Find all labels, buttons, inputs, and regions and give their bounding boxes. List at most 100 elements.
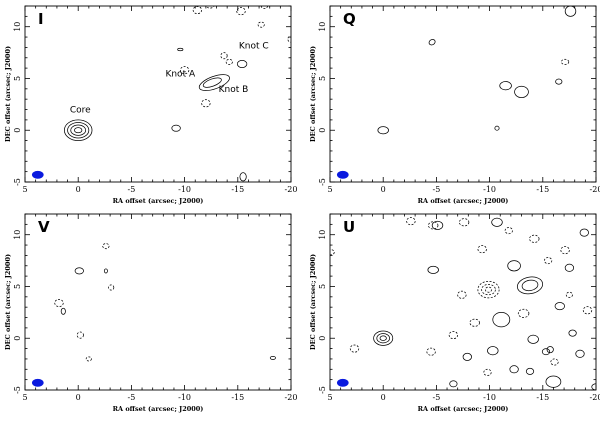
- negative-contour: [201, 99, 211, 108]
- negative-contour: [179, 66, 190, 75]
- positive-contour: [509, 365, 519, 374]
- negative-contour: [483, 368, 492, 376]
- positive-contour: [516, 276, 544, 295]
- x-tick-label: 0: [381, 393, 386, 402]
- positive-contour: [507, 260, 521, 272]
- positive-contour: [491, 217, 503, 227]
- positive-contour: [521, 279, 539, 292]
- negative-contour: [561, 58, 570, 65]
- negative-contour: [54, 299, 64, 307]
- positive-contour: [487, 346, 499, 356]
- x-tick-label: 0: [76, 393, 81, 402]
- x-tick-label: 5: [327, 393, 332, 402]
- positive-contour: [431, 220, 444, 230]
- negative-contour: [457, 290, 467, 299]
- x-tick-label: -10: [483, 185, 496, 194]
- feature-annotation: Core: [70, 106, 91, 116]
- negative-contour: [458, 218, 470, 227]
- y-tick-label: 5: [13, 284, 22, 289]
- negative-contour: [308, 0, 317, 2]
- x-tick-label: -15: [231, 185, 244, 194]
- contour-group: [63, 0, 317, 182]
- positive-contour: [579, 228, 589, 237]
- negative-contour: [426, 347, 436, 356]
- negative-contour: [85, 356, 92, 362]
- negative-contour: [448, 331, 459, 340]
- positive-contour: [546, 346, 554, 354]
- panel-U: 5 0 -5 -10 -15 -20 -5 0 5 10 RA offset (arcsec; J2…: [309, 213, 600, 413]
- x-tick-label: -5: [433, 185, 441, 194]
- positive-contour: [555, 78, 563, 85]
- x-tick-label: -20: [285, 393, 298, 402]
- positive-contour: [499, 81, 512, 91]
- beam-ellipse: [31, 378, 44, 387]
- negative-contour: [550, 358, 559, 366]
- positive-contour: [202, 77, 222, 88]
- panel-stokes-label: Q: [343, 10, 356, 28]
- panel-frame: [329, 5, 597, 183]
- x-axis-label: RA offset (arcsec; J2000): [418, 197, 509, 205]
- positive-contour: [492, 311, 511, 328]
- negative-contour: [565, 291, 573, 298]
- positive-contour: [545, 375, 562, 388]
- negative-contour: [560, 246, 570, 255]
- negative-contour: [108, 284, 115, 291]
- beam-ellipse: [336, 378, 349, 387]
- negative-contour: [544, 257, 553, 265]
- positive-contour: [198, 74, 230, 91]
- positive-contour: [427, 265, 439, 274]
- positive-contour: [379, 335, 387, 341]
- y-tick-label: 5: [318, 284, 327, 289]
- positive-contour: [103, 268, 108, 274]
- negative-contour: [260, 6, 268, 9]
- negative-contour: [330, 249, 335, 256]
- negative-contour: [406, 217, 416, 226]
- x-tick-label: -5: [433, 393, 441, 402]
- negative-contour: [205, 6, 215, 9]
- positive-contour: [376, 333, 390, 344]
- feature-annotation: Knot B: [219, 85, 249, 95]
- positive-contour: [63, 119, 93, 141]
- x-tick-label: -15: [231, 393, 244, 402]
- negative-contour: [257, 21, 265, 28]
- negative-contour: [220, 52, 228, 60]
- panel-stokes-label: V: [38, 218, 50, 236]
- panel-V: 5 0 -5 -10 -15 -20 -5 0 5 10 RA offset (arcsec; J2…: [4, 213, 298, 413]
- positive-contour: [60, 307, 66, 315]
- positive-contour: [449, 380, 458, 388]
- positive-contour: [377, 126, 389, 135]
- positive-contour: [527, 334, 539, 344]
- positive-contour: [373, 330, 394, 346]
- negative-contour: [504, 227, 513, 235]
- positive-contour: [554, 302, 565, 311]
- y-tick-label: -5: [13, 178, 22, 186]
- negative-contour: [102, 243, 110, 250]
- positive-contour: [564, 263, 575, 272]
- positive-contour: [236, 60, 248, 68]
- y-tick-label: 0: [13, 336, 22, 341]
- negative-contour: [484, 286, 493, 293]
- y-tick-label: 0: [318, 128, 327, 133]
- positive-contour: [462, 352, 472, 361]
- panel-stokes-label: I: [38, 10, 44, 28]
- y-axis-label: DEC offset (arcsec; J2000): [309, 46, 317, 142]
- positive-contour: [514, 85, 529, 98]
- positive-contour: [494, 125, 500, 131]
- y-axis-label: DEC offset (arcsec; J2000): [4, 46, 12, 142]
- positive-contour: [269, 355, 276, 360]
- panel-Q: 5 0 -5 -10 -15 -20 -5 0 5 10 RA offset (arcsec; J2…: [309, 5, 600, 205]
- beam-ellipse: [336, 170, 349, 179]
- beam-ellipse: [31, 170, 44, 179]
- y-tick-label: 5: [13, 76, 22, 81]
- negative-contour: [349, 344, 360, 353]
- x-tick-label: 5: [22, 185, 27, 194]
- contour-group: [377, 6, 577, 135]
- y-tick-label: -5: [318, 178, 327, 186]
- negative-contour: [469, 318, 480, 327]
- y-tick-label: 0: [318, 336, 327, 341]
- negative-contour: [192, 6, 203, 15]
- x-tick-label: 5: [327, 185, 332, 194]
- positive-contour: [67, 122, 90, 139]
- negative-contour: [302, 19, 311, 25]
